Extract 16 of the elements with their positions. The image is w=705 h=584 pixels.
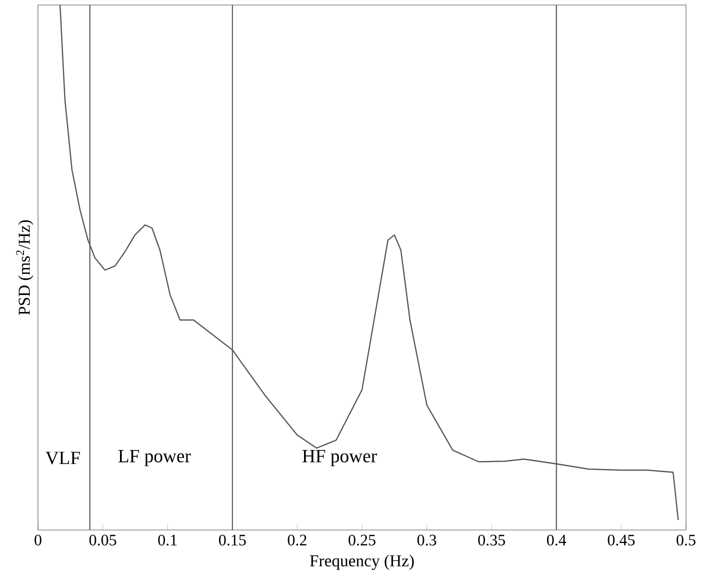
y-axis-title: PSD (ms$^{2}$/Hz) xyxy=(16,220,34,315)
x-tick-label: 0.25 xyxy=(348,534,376,546)
x-tick-label: 0.3 xyxy=(417,534,436,546)
x-tick-label: 0.05 xyxy=(89,534,116,546)
x-tick-label: 0.45 xyxy=(608,534,635,546)
annotation: LF power xyxy=(118,450,191,466)
x-tick-label: 0.2 xyxy=(288,534,306,546)
x-tick-label: 0.4 xyxy=(547,534,566,546)
annotation: VLF xyxy=(46,452,80,464)
x-axis-title: Frequency (Hz) xyxy=(310,554,414,570)
x-tick-label: 0.1 xyxy=(158,534,177,546)
x-tick-label: 0.15 xyxy=(219,534,246,546)
x-tick-label: 0.35 xyxy=(478,534,505,546)
x-tick-label: 0 xyxy=(34,534,42,546)
x-tick-label: 0.5 xyxy=(676,534,696,546)
annotation: HF power xyxy=(302,450,377,466)
